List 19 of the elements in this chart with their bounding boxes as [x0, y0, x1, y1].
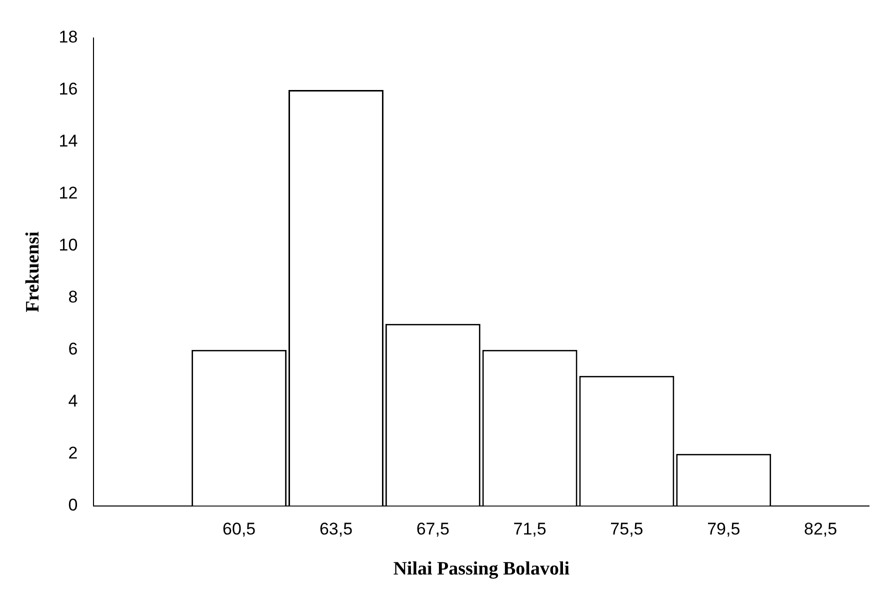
y-tick-label: 4 [68, 392, 78, 411]
x-axis-title: Nilai Passing Bolavoli [393, 558, 570, 580]
y-tick-label: 16 [58, 80, 78, 99]
y-tick-label: 0 [68, 495, 78, 514]
x-tick-label: 79,5 [707, 520, 740, 539]
y-tick-label: 8 [68, 288, 78, 307]
x-tick-label: 82,5 [804, 520, 838, 539]
x-tick-label: 71,5 [513, 520, 546, 539]
y-tick-label: 12 [58, 184, 78, 203]
y-tick-label: 10 [58, 236, 78, 255]
x-tick-label: 63,5 [319, 520, 353, 539]
x-tick-label: 60,5 [222, 520, 256, 539]
x-tick-label: 75,5 [610, 520, 644, 539]
y-axis-title: Frekuensi [22, 231, 44, 312]
y-tick-label: 6 [68, 340, 78, 359]
y-tick-label: 18 [58, 28, 78, 47]
y-tick-label: 2 [68, 444, 78, 463]
y-tick-label: 14 [58, 132, 78, 151]
x-tick-label: 67,5 [416, 520, 450, 539]
